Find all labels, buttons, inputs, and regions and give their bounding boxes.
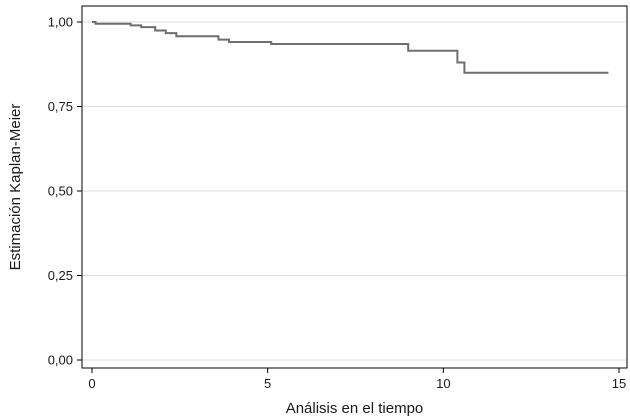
y-axis: 0,00 0,25 0,50 0,75 1,00	[48, 15, 82, 368]
x-axis-title: Análisis en el tiempo	[286, 400, 424, 417]
km-survival-curve-0	[92, 21, 609, 74]
x-tick-label-2: 10	[436, 376, 450, 391]
grid-over-layer	[83, 21, 626, 361]
x-tick-label-3: 15	[612, 376, 626, 391]
series-layer	[92, 21, 609, 74]
y-axis-title: Estimación Kaplan-Meier	[7, 104, 24, 271]
plot-frame	[81, 5, 628, 369]
x-tick-label-1: 5	[264, 376, 271, 391]
y-tick-label-4: 1,00	[48, 15, 73, 30]
x-axis: 0 5 10 15	[88, 368, 626, 391]
y-tick-label-1: 0,25	[48, 268, 73, 283]
y-tick-label-2: 0,50	[48, 184, 73, 199]
y-tick-label-3: 0,75	[48, 99, 73, 114]
y-tick-label-0: 0,00	[48, 353, 73, 368]
x-tick-label-0: 0	[88, 376, 95, 391]
